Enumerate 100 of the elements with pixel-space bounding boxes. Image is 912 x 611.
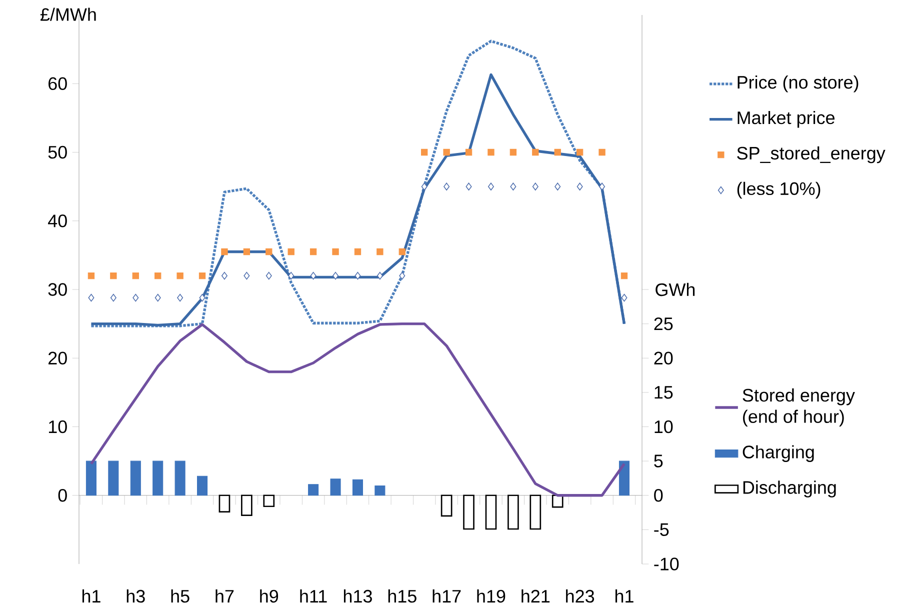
bar — [374, 486, 386, 496]
point — [354, 248, 362, 256]
x-tick-label: h9 — [260, 589, 278, 603]
point — [376, 272, 383, 280]
point — [243, 248, 250, 256]
legend-label: Price (no store) — [738, 76, 858, 92]
point — [443, 148, 450, 156]
point — [244, 272, 250, 280]
point — [154, 294, 161, 302]
point — [198, 272, 206, 280]
point — [288, 248, 294, 256]
y-tick-label: 50 — [48, 146, 67, 159]
point — [510, 148, 517, 156]
bar — [530, 494, 542, 530]
point — [554, 182, 561, 190]
x-tick-label: h11 — [300, 589, 327, 602]
bar — [330, 478, 341, 496]
point — [620, 272, 628, 280]
y2-tick-label: -10 — [654, 558, 679, 570]
y2-tick-label: 10 — [654, 420, 673, 434]
x-tick-label: h15 — [388, 589, 416, 603]
bar — [352, 479, 364, 496]
bar — [618, 460, 630, 496]
x-tick-label: h3 — [126, 589, 145, 603]
bar — [86, 460, 96, 496]
point — [488, 182, 494, 190]
y2-tick-label: -5 — [654, 523, 669, 536]
point — [465, 148, 472, 156]
point — [554, 148, 561, 156]
point — [110, 294, 116, 302]
bar — [552, 494, 564, 508]
point — [444, 182, 450, 190]
legend-label: Charging — [742, 445, 814, 462]
point — [199, 294, 206, 302]
y-tick-label: 0 — [58, 489, 67, 502]
point — [354, 272, 361, 280]
x-tick-label: h1 — [615, 589, 634, 602]
point — [488, 148, 494, 156]
point — [221, 272, 228, 280]
x-tick-label: h17 — [432, 589, 461, 602]
point — [310, 248, 317, 256]
point — [266, 248, 272, 256]
y-tick-label: 20 — [48, 352, 67, 364]
x-tick-label: h21 — [522, 589, 550, 602]
x-tick-label: h23 — [566, 589, 594, 603]
point — [576, 182, 583, 190]
point — [376, 248, 384, 256]
legend-label: (less 10%) — [737, 182, 820, 199]
point — [132, 272, 139, 280]
bar — [174, 460, 186, 496]
y-tick-label: 30 — [48, 283, 67, 296]
bar — [218, 494, 230, 513]
point — [176, 272, 184, 280]
point — [310, 272, 316, 280]
legend-label: Discharging — [743, 480, 836, 498]
x-tick-label: h1 — [82, 589, 100, 602]
y2-tick-label: 20 — [654, 352, 673, 364]
point — [132, 294, 139, 302]
point — [154, 272, 162, 280]
point — [110, 272, 117, 280]
y2-tick-label: 5 — [654, 454, 663, 468]
point — [532, 148, 539, 156]
point — [177, 294, 184, 302]
y-axis-title: £/MWh — [40, 8, 96, 21]
bar — [241, 494, 252, 516]
point — [288, 272, 294, 280]
x-tick-label: h19 — [477, 589, 506, 603]
x-tick-label: h7 — [216, 589, 234, 602]
y2-tick-label: 15 — [654, 386, 673, 399]
y-tick-label: 60 — [48, 77, 67, 90]
point — [332, 272, 339, 280]
point — [598, 148, 606, 156]
y-tick-label: 40 — [48, 214, 67, 228]
bar — [263, 494, 275, 508]
bar — [152, 460, 164, 496]
bar — [308, 484, 319, 496]
bar — [508, 494, 519, 530]
bar — [130, 460, 141, 496]
y-tick-label: 10 — [48, 420, 67, 434]
legend-label: Market price — [738, 110, 835, 128]
point — [266, 272, 272, 280]
point — [332, 248, 339, 256]
point — [398, 248, 406, 256]
point — [510, 182, 516, 190]
point — [576, 148, 584, 156]
bar — [485, 494, 497, 530]
legend-label: SP_stored_energy — [737, 146, 886, 164]
bar — [196, 476, 208, 496]
bar — [108, 460, 119, 496]
x-tick-label: h5 — [171, 589, 190, 603]
bar — [440, 494, 452, 517]
point — [466, 182, 472, 190]
point — [88, 294, 94, 302]
point — [399, 272, 406, 280]
bar — [463, 494, 474, 530]
point — [221, 248, 228, 256]
y2-tick-label: 25 — [654, 317, 673, 330]
y2-axis-title: GWh — [656, 282, 695, 296]
point — [599, 182, 606, 190]
y2-tick-label: 0 — [654, 489, 663, 502]
